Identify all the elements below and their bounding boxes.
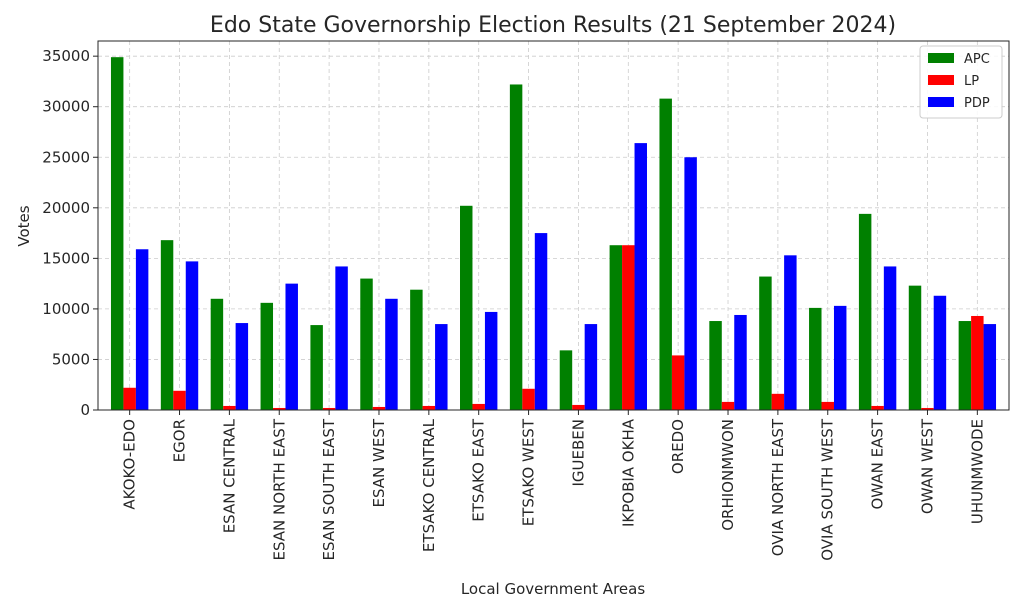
bar-pdp xyxy=(634,143,647,410)
legend-label-lp: LP xyxy=(964,74,979,89)
grid-lines xyxy=(98,41,1009,411)
x-tick-label: ESAN WEST xyxy=(370,418,388,507)
y-tick-label: 15000 xyxy=(42,249,90,267)
bar-lp xyxy=(372,406,386,410)
bar-apc xyxy=(659,98,672,410)
bar-lp xyxy=(671,355,685,410)
bar-lp xyxy=(771,393,785,410)
bar-lp xyxy=(173,390,186,410)
y-axis-ticks: 0 5000 10000 15000 20000 25000 30000 35000 xyxy=(42,47,98,419)
y-tick-label: 10000 xyxy=(42,300,90,318)
x-tick-label: OWAN WEST xyxy=(918,418,936,514)
bar-pdp xyxy=(285,283,298,410)
x-tick-label: IKPOBIA OKHA xyxy=(619,418,637,527)
bar-apc xyxy=(709,321,722,410)
bar-pdp xyxy=(484,311,498,410)
y-tick-label: 5000 xyxy=(52,350,90,368)
bar-lp xyxy=(622,245,635,410)
x-tick-label: IGUEBEN xyxy=(569,419,587,487)
bar-pdp xyxy=(933,295,947,410)
legend-swatch-apc xyxy=(928,53,954,63)
bar-lp xyxy=(322,407,336,410)
bar-apc xyxy=(160,240,174,410)
bar-apc xyxy=(410,289,423,410)
bar-apc xyxy=(858,213,872,410)
bar-pdp xyxy=(684,157,697,410)
bar-lp xyxy=(921,407,934,410)
plot-frame xyxy=(97,40,1010,411)
bar-lp xyxy=(971,315,984,410)
bar-apc xyxy=(210,298,224,410)
x-axis-label: Local Government Areas xyxy=(461,580,645,598)
bar-pdp xyxy=(335,266,348,410)
x-tick-label: ESAN NORTH EAST xyxy=(270,418,288,560)
x-tick-label: EGOR xyxy=(171,419,189,462)
x-tick-label: ETSAKO CENTRAL xyxy=(420,418,438,552)
bar-apc xyxy=(609,245,623,410)
bar-pdp xyxy=(185,261,199,410)
bar-apc xyxy=(260,302,274,410)
bar-apc xyxy=(460,205,473,410)
bar-lp xyxy=(522,388,535,410)
y-tick-label: 35000 xyxy=(42,47,90,65)
bar-lp xyxy=(422,405,436,410)
x-tick-label: AKOKO-EDO xyxy=(121,419,139,510)
bar-apc xyxy=(958,321,972,410)
bar-pdp xyxy=(883,266,897,410)
x-tick-label: OVIA NORTH EAST xyxy=(769,418,787,556)
bar-pdp xyxy=(833,305,847,410)
bar-apc xyxy=(759,276,772,410)
bar-apc xyxy=(809,307,822,410)
bar-apc xyxy=(908,285,922,410)
bar-apc xyxy=(559,350,573,410)
bar-apc xyxy=(310,325,323,410)
bar-pdp xyxy=(135,249,149,410)
x-tick-label: OREDO xyxy=(669,419,687,474)
legend-label-apc: APC xyxy=(964,52,990,67)
bar-pdp xyxy=(983,324,997,410)
bar-pdp xyxy=(534,233,548,410)
x-tick-label: ETSAKO WEST xyxy=(520,418,538,526)
bar-lp xyxy=(821,401,834,410)
x-tick-label: OVIA SOUTH WEST xyxy=(819,418,837,561)
bar-lp xyxy=(871,405,884,410)
bar-apc xyxy=(360,278,373,410)
bars xyxy=(110,57,997,411)
chart-title: Edo State Governorship Election Results … xyxy=(210,13,896,38)
y-tick-label: 0 xyxy=(80,401,90,419)
x-tick-label: ORHIONMWON xyxy=(719,419,737,531)
bar-pdp xyxy=(385,298,398,410)
bar-lp xyxy=(572,404,585,410)
bar-pdp xyxy=(584,324,598,410)
y-tick-label: 25000 xyxy=(42,148,90,166)
y-tick-label: 30000 xyxy=(42,98,90,116)
bar-apc xyxy=(509,84,523,411)
bar-pdp xyxy=(734,314,747,410)
bar-lp xyxy=(721,401,735,410)
legend-swatch-lp xyxy=(928,75,954,85)
x-axis-ticks: AKOKO-EDO EGOR ESAN CENTRAL ESAN NORTH EAST… xyxy=(121,410,986,561)
bar-lp xyxy=(223,405,236,410)
bar-lp xyxy=(123,387,136,410)
y-tick-label: 20000 xyxy=(42,199,90,217)
x-tick-label: ETSAKO EAST xyxy=(470,418,488,522)
bar-lp xyxy=(472,403,485,410)
bar-lp xyxy=(273,407,286,410)
x-tick-label: ESAN SOUTH EAST xyxy=(320,418,338,560)
bar-apc xyxy=(110,57,124,410)
bar-pdp xyxy=(435,324,448,410)
x-tick-label: OWAN EAST xyxy=(869,418,887,509)
y-axis-label: Votes xyxy=(15,205,33,246)
bar-pdp xyxy=(784,255,797,410)
legend: APC LP PDP xyxy=(919,45,1003,119)
x-tick-label: ESAN CENTRAL xyxy=(220,418,238,533)
legend-swatch-pdp xyxy=(928,97,954,107)
legend-label-pdp: PDP xyxy=(964,96,990,111)
bar-pdp xyxy=(235,323,249,410)
x-tick-label: UHUNMWODE xyxy=(968,419,986,524)
